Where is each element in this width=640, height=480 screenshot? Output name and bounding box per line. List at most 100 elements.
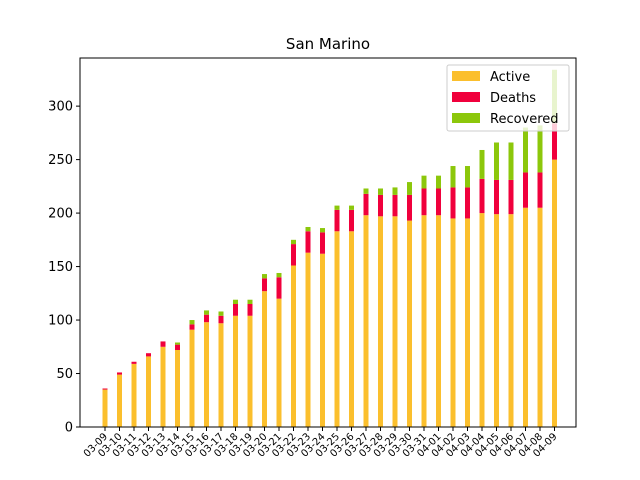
bar-recovered <box>305 226 311 232</box>
bar-deaths <box>276 277 282 299</box>
bar-active <box>146 356 151 427</box>
y-tick-label: 250 <box>48 153 73 168</box>
y-tick-label: 0 <box>65 421 73 436</box>
bar-active <box>262 291 267 427</box>
bar-deaths <box>131 361 137 364</box>
legend-swatch-active <box>452 71 480 81</box>
bar-recovered <box>392 187 398 195</box>
bar-deaths <box>233 304 238 316</box>
bar-recovered <box>450 166 456 188</box>
bars-group <box>102 69 557 427</box>
bar-deaths <box>436 188 441 216</box>
bar-active <box>160 346 166 427</box>
bar-deaths <box>320 232 325 254</box>
bar-recovered <box>508 142 514 180</box>
bar-active <box>537 207 543 427</box>
bar-deaths <box>117 372 122 375</box>
bar-deaths <box>247 304 253 316</box>
legend-swatch-recovered <box>452 113 480 123</box>
bar-active <box>247 315 253 427</box>
bar-deaths <box>378 194 383 217</box>
bar-active <box>479 213 485 427</box>
bar-deaths <box>291 244 296 266</box>
bar-active <box>450 218 456 427</box>
bar-active <box>276 298 282 427</box>
bar-deaths <box>175 344 180 350</box>
legend: Active Deaths Recovered <box>446 64 570 132</box>
bar-recovered <box>189 320 195 325</box>
bar-active <box>349 231 354 427</box>
bar-recovered <box>334 205 340 210</box>
bar-deaths <box>552 123 557 160</box>
bar-deaths <box>450 187 456 219</box>
bar-active <box>436 215 441 427</box>
bar-recovered <box>407 182 412 195</box>
bar-active <box>291 265 296 427</box>
bar-recovered <box>479 149 485 179</box>
bar-recovered <box>204 310 209 315</box>
bar-recovered <box>378 188 383 195</box>
bar-active <box>378 216 383 427</box>
bar-active <box>363 215 369 427</box>
bar-recovered <box>436 175 441 189</box>
bar-recovered <box>291 239 296 245</box>
bar-recovered <box>175 342 180 345</box>
bar-active <box>465 218 470 427</box>
bar-recovered <box>218 311 224 316</box>
y-tick-label: 100 <box>48 314 73 329</box>
bar-active <box>334 231 340 427</box>
bar-deaths <box>465 187 470 219</box>
bar-deaths <box>189 324 195 330</box>
bar-deaths <box>102 388 108 390</box>
y-tick-label: 200 <box>48 207 73 222</box>
bar-deaths <box>508 179 514 215</box>
bar-active <box>508 214 514 427</box>
bar-recovered <box>247 299 253 304</box>
bar-recovered <box>421 175 427 189</box>
bar-active <box>189 329 195 427</box>
bar-deaths <box>218 315 224 324</box>
bar-recovered <box>363 188 369 194</box>
bar-deaths <box>160 341 166 347</box>
bar-recovered <box>262 274 267 279</box>
bar-active <box>552 159 557 427</box>
bar-recovered <box>349 205 354 210</box>
bar-active <box>392 216 398 427</box>
bar-recovered <box>320 228 325 233</box>
bar-recovered <box>465 166 470 188</box>
y-tick-label: 300 <box>48 100 73 115</box>
y-tick-label: 150 <box>48 260 73 275</box>
bar-active <box>204 322 209 427</box>
legend-label-recovered: Recovered <box>490 112 559 127</box>
legend-label-active: Active <box>490 70 530 85</box>
y-tick-label: 50 <box>56 367 73 382</box>
bar-recovered <box>233 299 238 304</box>
bar-recovered <box>537 125 543 173</box>
bar-deaths <box>262 278 267 292</box>
bar-deaths <box>537 172 543 208</box>
plot-frame <box>79 57 577 428</box>
bar-deaths <box>334 209 340 232</box>
legend-label-deaths: Deaths <box>490 91 536 106</box>
bar-deaths <box>407 194 412 221</box>
bar-active <box>523 207 528 427</box>
bar-active <box>117 374 122 427</box>
bar-deaths <box>349 209 354 232</box>
bar-deaths <box>494 179 499 215</box>
chart-title: San Marino <box>286 35 370 53</box>
bar-recovered <box>523 127 528 173</box>
bar-deaths <box>479 178 485 214</box>
bar-recovered <box>494 142 499 180</box>
bar-recovered <box>276 272 282 278</box>
bar-deaths <box>305 231 311 253</box>
bar-active <box>421 215 427 427</box>
bar-deaths <box>523 172 528 208</box>
bar-active <box>131 363 137 427</box>
bar-active <box>233 315 238 427</box>
bar-deaths <box>363 193 369 216</box>
bar-deaths <box>146 353 151 357</box>
bar-deaths <box>392 194 398 217</box>
bar-active <box>494 214 499 427</box>
bar-deaths <box>421 188 427 216</box>
